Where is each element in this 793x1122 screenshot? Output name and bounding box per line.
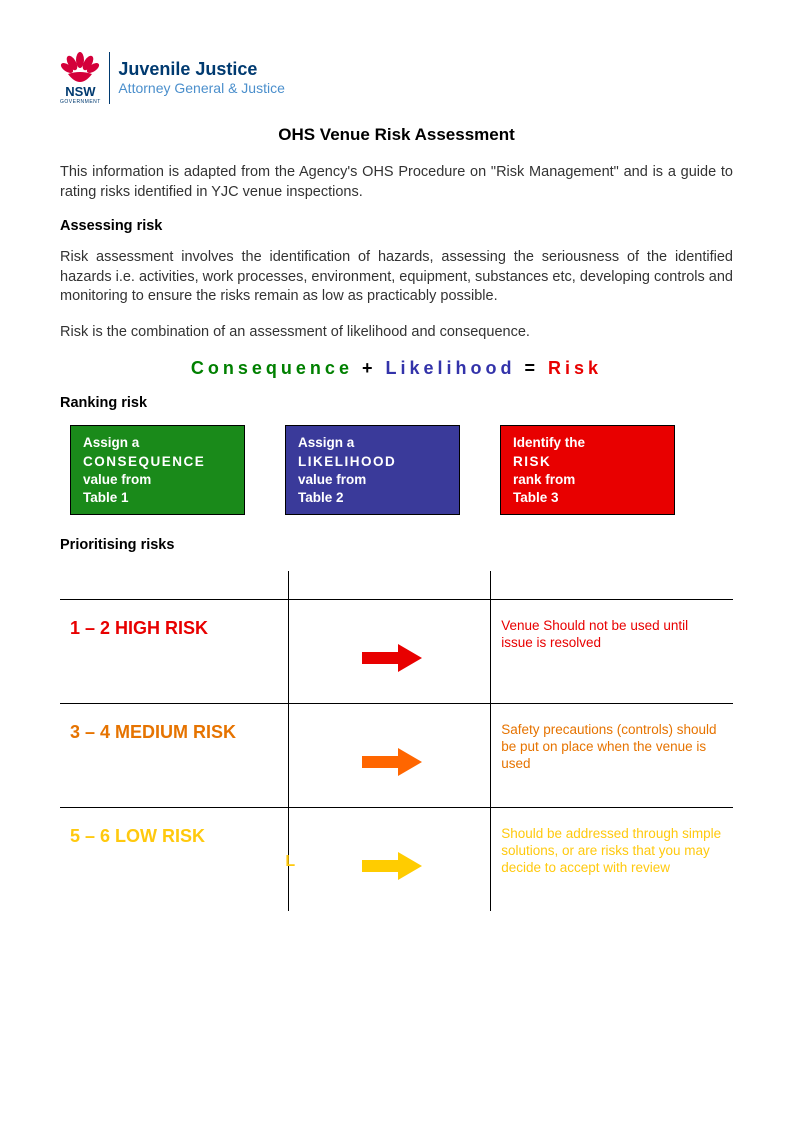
box-keyword: CONSEQUENCE [83,454,205,469]
ranking-risk-heading: Ranking risk [60,395,733,411]
juvenile-justice-label: Juvenile Justice [118,59,285,80]
table-header-row [60,571,733,599]
rank-label-high: 1 – 2 HIGH RISK [60,599,289,703]
waratah-icon [60,50,100,82]
arrow-cell-low: L [289,807,491,911]
box-keyword: RISK [513,454,551,469]
nsw-label: NSW [65,84,95,99]
formula-plus: + [362,358,377,378]
box-keyword: LIKELIHOOD [298,454,396,469]
box-line: Table 3 [513,490,559,505]
assessing-risk-heading: Assessing risk [60,218,733,234]
formula-equals: = [525,358,540,378]
intro-paragraph: This information is adapted from the Age… [60,163,733,202]
prioritising-risks-heading: Prioritising risks [60,537,733,553]
desc-medium: Safety precautions (controls) should be … [491,703,733,807]
assessing-para1: Risk assessment involves the identificat… [60,248,733,307]
box-line: Assign a [298,435,354,450]
arrow-icon [350,848,430,884]
stray-letter: L [285,853,295,871]
arrow-icon [350,744,430,780]
nsw-logo: NSW GOVERNMENT [60,50,101,105]
arrow-icon [350,640,430,676]
rank-label-medium: 3 – 4 MEDIUM RISK [60,703,289,807]
formula-risk: Risk [548,358,602,378]
logo-divider [109,52,111,104]
risk-box: Identify the RISK rank from Table 3 [500,425,675,515]
ranking-boxes-row: Assign a CONSEQUENCE value from Table 1 … [60,425,733,515]
box-line: value from [83,472,151,487]
box-line: value from [298,472,366,487]
arrow-cell-high [289,599,491,703]
box-line: Assign a [83,435,139,450]
rank-label-low: 5 – 6 LOW RISK [60,807,289,911]
formula-likelihood: Likelihood [386,358,516,378]
box-line: rank from [513,472,575,487]
desc-high: Venue Should not be used until issue is … [491,599,733,703]
formula-consequence: Consequence [191,358,353,378]
assessing-para2: Risk is the combination of an assessment… [60,323,733,343]
table-row-low: 5 – 6 LOW RISK L Should be addressed thr… [60,807,733,911]
table-row-medium: 3 – 4 MEDIUM RISK Safety precautions (co… [60,703,733,807]
government-label: GOVERNMENT [60,99,101,105]
box-line: Table 1 [83,490,129,505]
attorney-general-label: Attorney General & Justice [118,80,285,96]
desc-low: Should be addressed through simple solut… [491,807,733,911]
table-row-high: 1 – 2 HIGH RISK Venue Should not be used… [60,599,733,703]
risk-formula: Consequence + Likelihood = Risk [60,358,733,379]
box-line: Identify the [513,435,585,450]
consequence-box: Assign a CONSEQUENCE value from Table 1 [70,425,245,515]
page-title: OHS Venue Risk Assessment [60,125,733,145]
risk-priority-table: 1 – 2 HIGH RISK Venue Should not be used… [60,571,733,911]
box-line: Table 2 [298,490,344,505]
arrow-cell-medium [289,703,491,807]
likelihood-box: Assign a LIKELIHOOD value from Table 2 [285,425,460,515]
agency-logo: NSW GOVERNMENT Juvenile Justice Attorney… [60,50,733,105]
